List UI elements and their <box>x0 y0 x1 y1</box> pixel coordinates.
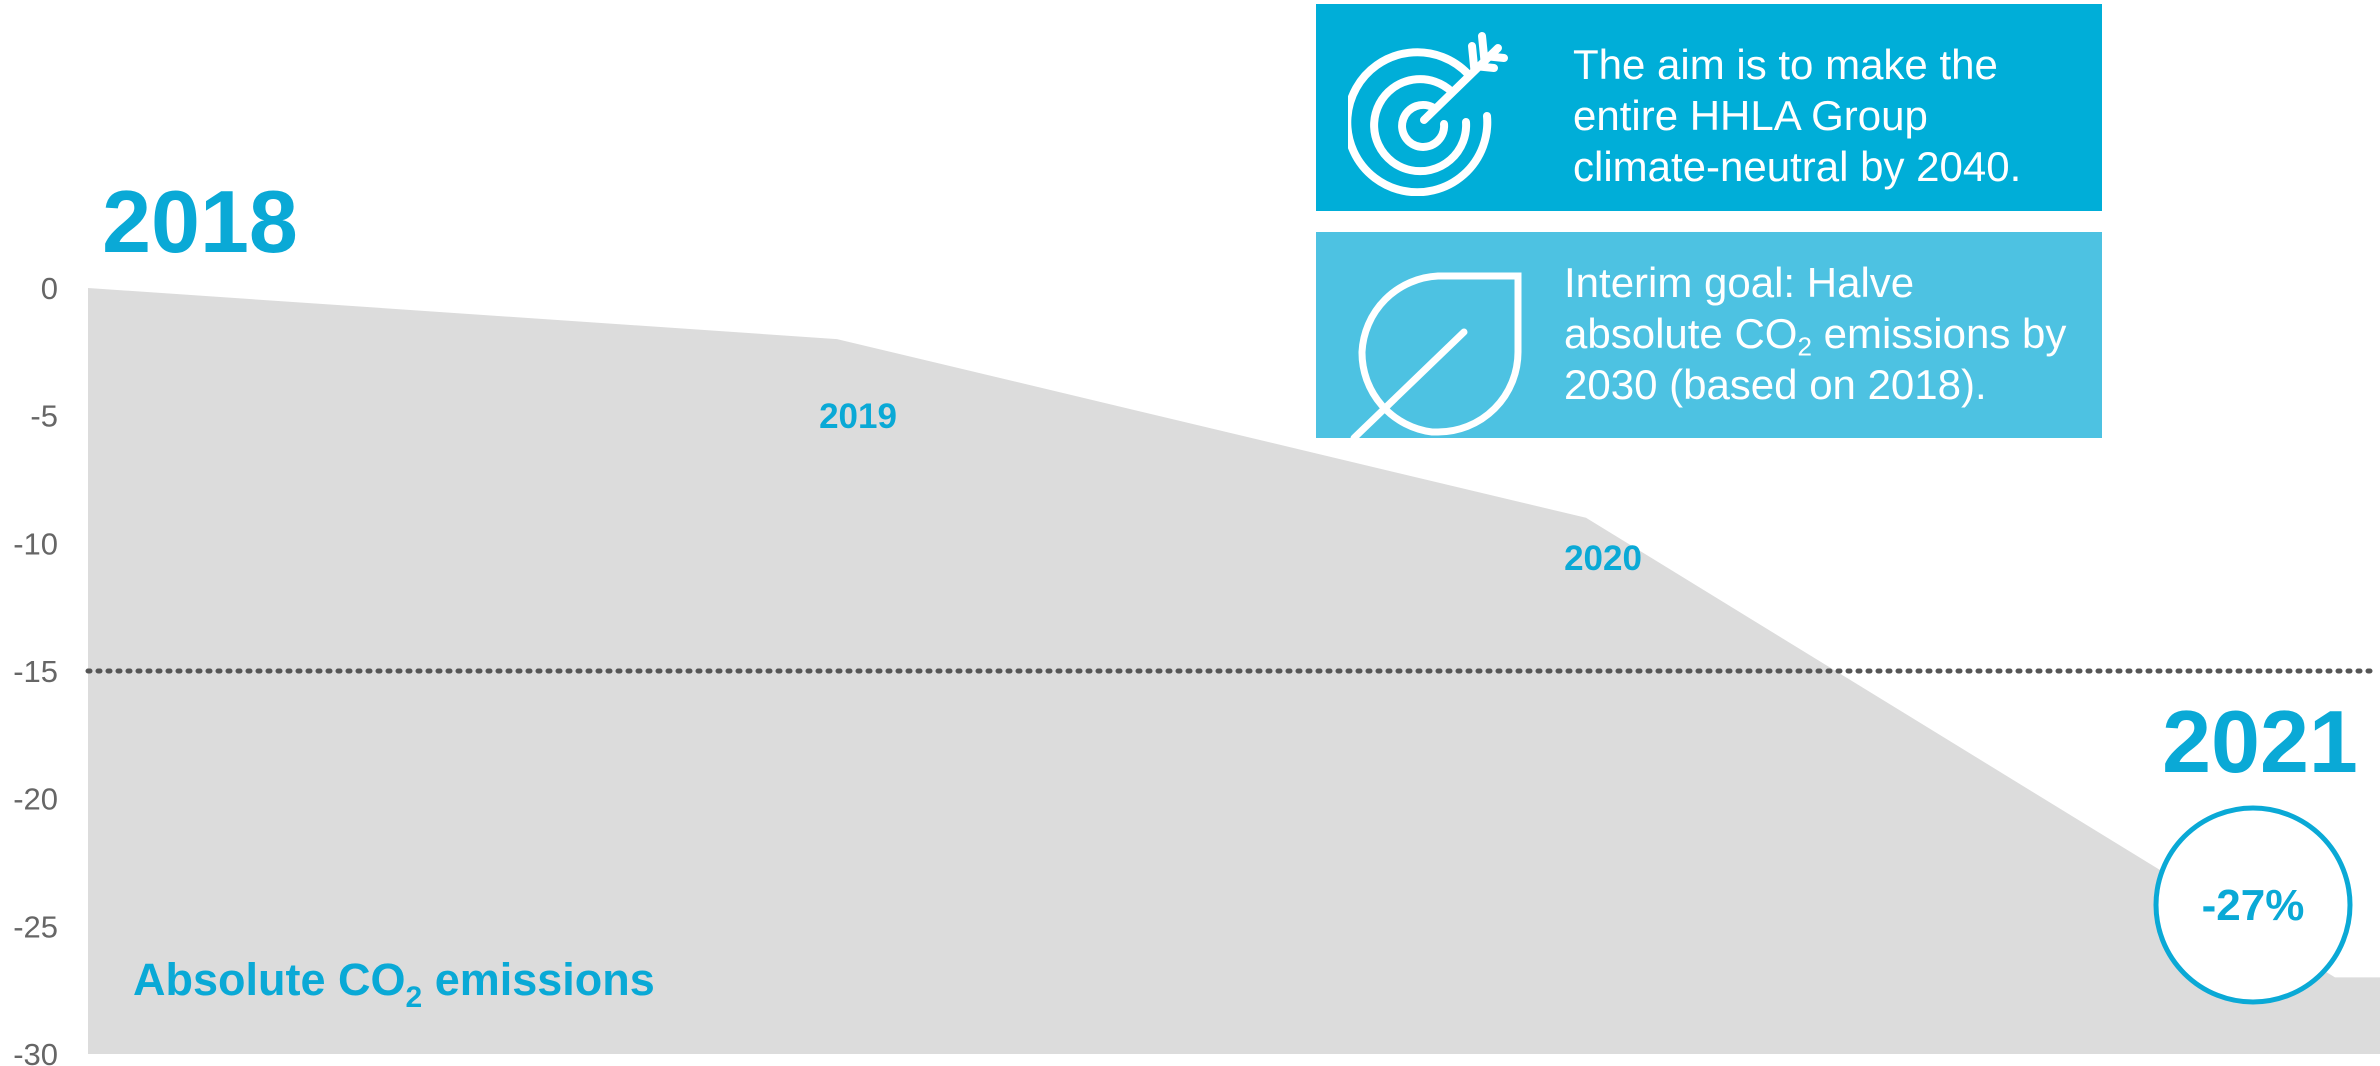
absolute-co2-emissions-label: Absolute CO2 emissions <box>133 954 655 1014</box>
y-tick-label: -30 <box>13 1037 58 1066</box>
aim-line-2: entire HHLA Group <box>1573 92 1928 139</box>
interim-text: Interim goal: Halve absolute CO2 emissio… <box>1564 257 2094 410</box>
y-tick-label: -25 <box>13 909 58 944</box>
y-tick-label: -5 <box>30 399 58 434</box>
badge-value: -27% <box>2202 881 2305 930</box>
interim-line-1: Interim goal: Halve <box>1564 259 1915 306</box>
interim-line-3: 2030 (based on 2018). <box>1564 361 1987 408</box>
year-label-2019: 2019 <box>819 397 897 436</box>
aim-line-3: climate-neutral by 2040. <box>1573 143 2022 190</box>
interim-goal-box: Interim goal: Halve absolute CO2 emissio… <box>1316 232 2102 442</box>
y-axis: 0 -5 -10 -15 -20 -25 -30 <box>13 271 58 1066</box>
reduction-badge: -27% <box>2153 805 2353 1005</box>
year-label-2020: 2020 <box>1564 539 1642 578</box>
year-labels: 2018 2019 2020 2021 <box>102 172 2358 791</box>
aim-text: The aim is to make the entire HHLA Group… <box>1573 39 2083 192</box>
emissions-area <box>88 288 2380 1054</box>
y-tick-label: 0 <box>41 271 58 306</box>
aim-line-1: The aim is to make the <box>1573 41 1998 88</box>
year-label-2018: 2018 <box>102 172 298 271</box>
y-tick-label: -10 <box>13 526 58 561</box>
year-label-2021: 2021 <box>2162 692 2358 791</box>
interim-line-2: absolute CO2 emissions by <box>1564 310 2067 362</box>
y-tick-label: -15 <box>13 654 58 689</box>
y-tick-label: -20 <box>13 782 58 817</box>
climate-neutral-aim-box: The aim is to make the entire HHLA Group… <box>1316 4 2102 211</box>
target-arrow-icon <box>1348 32 1508 196</box>
leaf-icon <box>1350 272 1522 442</box>
badge-circle <box>2153 805 2353 1005</box>
